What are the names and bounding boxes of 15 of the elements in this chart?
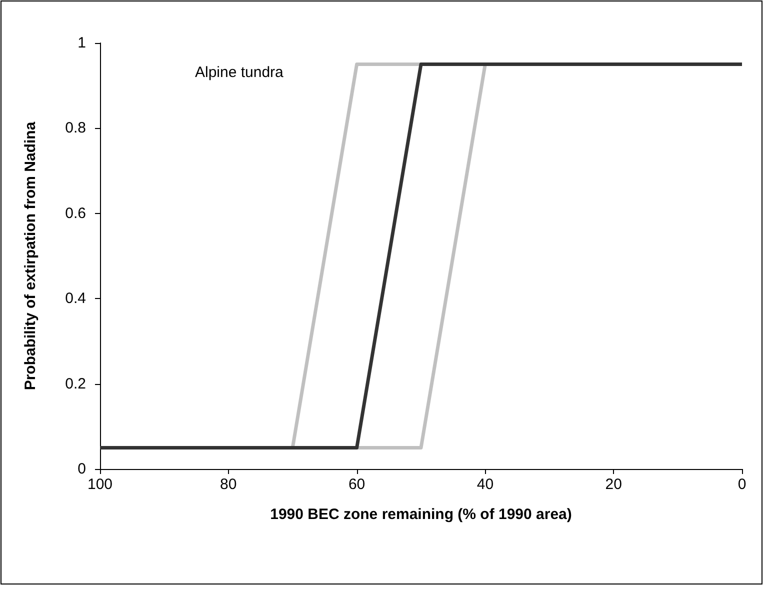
y-axis-title: Probability of extirpation from Nadina [22, 121, 39, 390]
x-tick-label: 100 [87, 476, 113, 493]
x-tick-label: 20 [605, 476, 622, 493]
x-tick-label: 60 [348, 476, 366, 493]
y-tick-label: 0.2 [65, 375, 86, 392]
y-tick-label: 0.4 [65, 290, 86, 308]
x-tick-label: 80 [220, 476, 237, 493]
x-tick-label: 40 [476, 476, 494, 493]
x-tick-label: 0 [738, 476, 746, 493]
y-tick-label: 0 [78, 460, 86, 478]
x-axis-title: 1990 BEC zone remaining (% of 1990 area) [270, 506, 572, 523]
y-tick-label: 0.8 [65, 120, 86, 137]
annotation: Alpine tundra [195, 64, 284, 81]
y-tick-label: 1 [78, 34, 86, 52]
y-tick-label: 0.6 [65, 204, 86, 222]
